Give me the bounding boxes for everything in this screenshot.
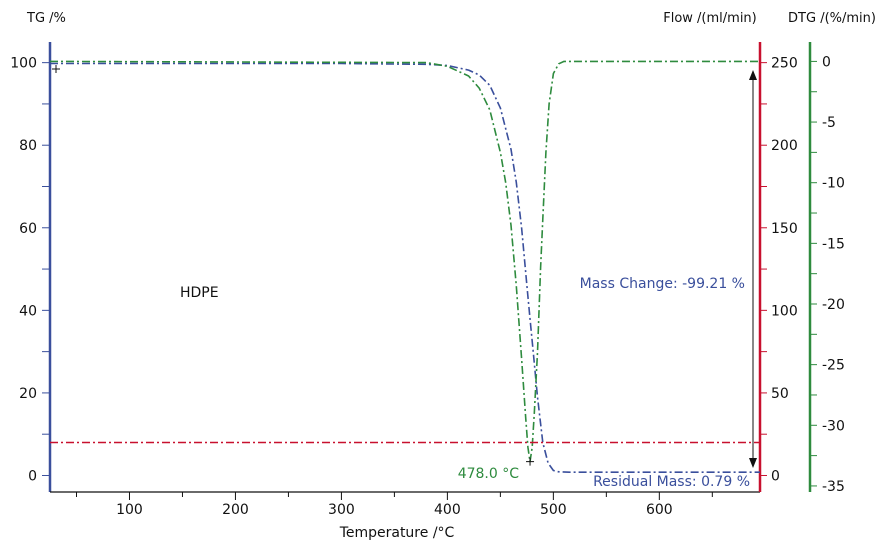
dtg-tick-label: -35 (822, 479, 845, 495)
dtg-axis-title: DTG /(%/min) (788, 11, 876, 26)
tg-tick-label: 60 (19, 221, 37, 237)
tg-axis-title: TG /% (26, 11, 66, 26)
mass-change-arrow-bottom (749, 458, 757, 468)
tg-curve (50, 62, 760, 474)
mass-change-arrow-top (749, 70, 757, 80)
dtg-tick-label: -5 (822, 115, 836, 131)
x-tick-label: 300 (328, 502, 355, 518)
dtg-tick-label: -15 (822, 236, 845, 252)
dtg-tick-label: -25 (822, 358, 845, 374)
tg-tick-label: 100 (10, 56, 37, 72)
peak-label: 478.0 °C (458, 466, 520, 482)
residual-mass-label: Residual Mass: 0.79 % (593, 474, 750, 490)
axis-ticks: 100 200 300 400 500 600 0 20 40 60 80 100 0 50 100 150 2… (10, 54, 845, 518)
flow-tick-label: 250 (771, 56, 798, 72)
flow-tick-label: 200 (771, 138, 798, 154)
flow-tick-label: 100 (771, 303, 798, 319)
flow-tick-label: 0 (771, 468, 780, 484)
x-axis-title: Temperature /°C (339, 525, 455, 541)
tg-tick-label: 20 (19, 386, 37, 402)
tg-tick-label: 80 (19, 138, 37, 154)
mass-change-label: Mass Change: -99.21 % (580, 276, 745, 292)
sample-label: HDPE (180, 285, 219, 301)
x-tick-label: 100 (116, 502, 143, 518)
tg-tick-label: 40 (19, 303, 37, 319)
x-tick-label: 500 (540, 502, 567, 518)
x-tick-label: 600 (646, 502, 673, 518)
dtg-tick-label: 0 (822, 54, 831, 70)
data-series (49, 60, 760, 474)
flow-axis-title: Flow /(ml/min) (663, 11, 757, 26)
dtg-tick-label: -10 (822, 176, 845, 192)
x-tick-label: 200 (222, 502, 249, 518)
dtg-tick-label: -30 (822, 418, 845, 434)
flow-tick-label: 150 (771, 221, 798, 237)
dtg-tick-label: -20 (822, 297, 845, 313)
flow-tick-label: 50 (771, 386, 789, 402)
tg-tick-label: 0 (28, 468, 37, 484)
start-marker (52, 65, 60, 73)
x-tick-label: 400 (434, 502, 461, 518)
peak-marker (526, 457, 535, 466)
dtg-curve (49, 60, 760, 463)
